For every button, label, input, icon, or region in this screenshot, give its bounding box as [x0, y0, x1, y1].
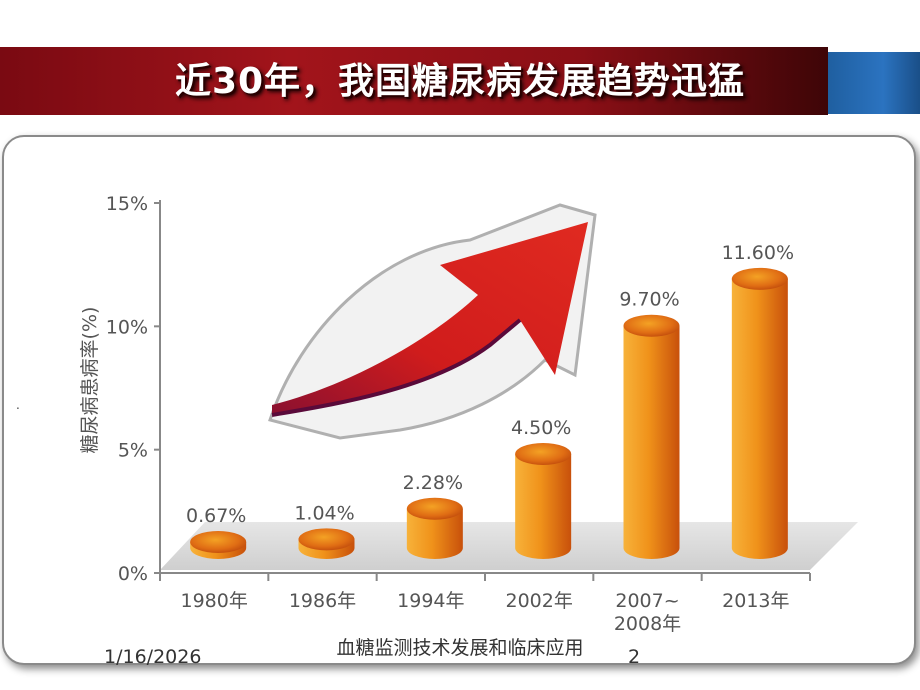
bar — [190, 531, 247, 559]
stray-dot: . — [16, 398, 20, 412]
x-tick-label: 1986年 — [289, 590, 356, 612]
data-label: 2.28% — [403, 472, 463, 494]
data-label: 0.67% — [186, 505, 246, 527]
bar-body — [515, 454, 572, 559]
bar-top — [298, 528, 355, 551]
x-tick-label: 1994年 — [397, 590, 464, 612]
bar-body — [731, 278, 788, 559]
data-label: 4.50% — [511, 417, 571, 439]
bar-body — [623, 325, 680, 559]
title-accent-block — [828, 52, 920, 114]
bar — [623, 314, 680, 559]
page-number: 2 — [628, 646, 641, 668]
footer-title: 血糖监测技术发展和临床应用 — [336, 637, 584, 659]
bar — [731, 267, 788, 559]
bar-top — [731, 267, 788, 290]
bar — [515, 443, 572, 559]
x-tick-label: 2007~ — [615, 590, 679, 612]
data-label: 1.04% — [294, 502, 354, 524]
bar-body — [406, 508, 463, 559]
x-tick-label: 1980年 — [180, 590, 247, 612]
footer-date: 1/16/2026 — [104, 646, 202, 668]
y-tick-label: 15% — [106, 193, 148, 215]
bar-top — [623, 314, 680, 337]
y-tick-label: 5% — [118, 440, 148, 462]
y-ticks: 0% 5% 10% 15% — [106, 193, 160, 585]
trend-arrow-icon — [268, 203, 597, 440]
bar — [298, 528, 355, 559]
data-labels: 0.67% 1.04% 2.28% 4.50% 9.70% 11.60% — [186, 242, 794, 527]
bar-top — [515, 443, 572, 465]
data-label: 9.70% — [619, 289, 679, 311]
y-axis-label: 糖尿病患病率(%) — [79, 307, 101, 454]
x-tick-label: 2002年 — [505, 590, 572, 612]
slide-title: 近30年，我国糖尿病发展趋势迅猛 — [174, 61, 746, 102]
y-tick-label: 10% — [106, 316, 148, 338]
x-tick-label: 2008年 — [614, 613, 681, 635]
x-tick-label: 2013年 — [722, 590, 789, 612]
bars — [190, 267, 788, 559]
bar-top — [406, 497, 463, 520]
bar-top — [190, 531, 247, 553]
data-label: 11.60% — [722, 242, 794, 264]
bar — [406, 497, 463, 559]
y-tick-label: 0% — [118, 563, 148, 585]
title-bar — [0, 47, 828, 115]
x-ticks: 1980年 1986年 1994年 2002年 2007~2008年 2013年 — [159, 573, 811, 635]
